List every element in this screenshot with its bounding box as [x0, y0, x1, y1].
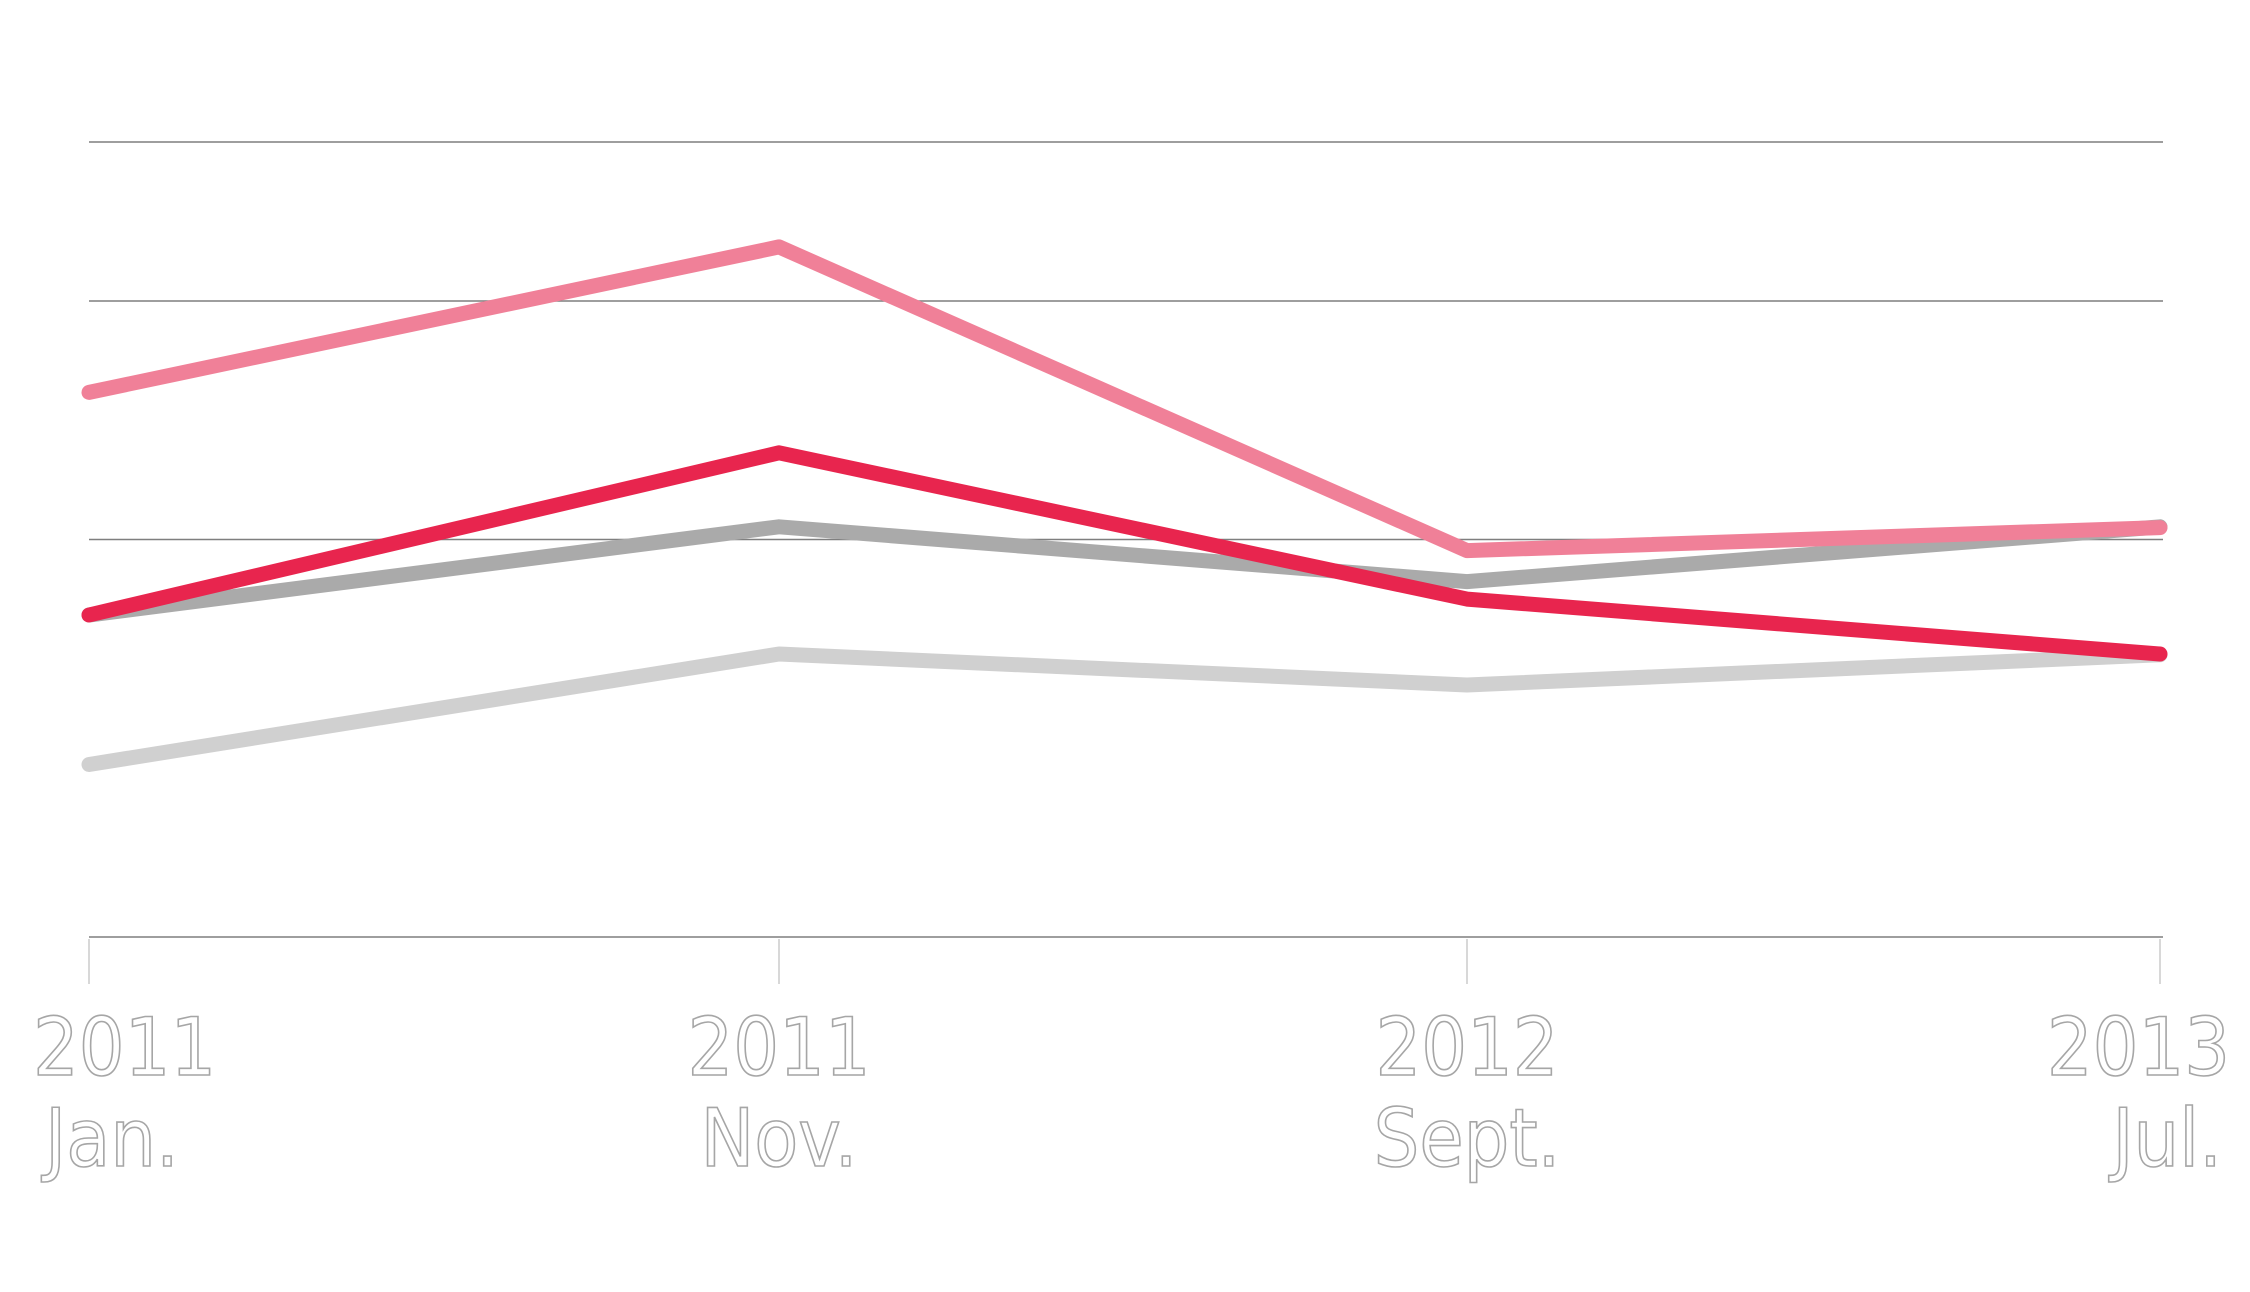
x-tick-label-month-0: Jan.	[41, 1092, 179, 1185]
x-tick-label-year-1: 2011	[687, 1001, 870, 1094]
series-lines	[81, 239, 2168, 772]
series-line-3	[81, 519, 2168, 623]
series-line-1	[81, 239, 2168, 559]
x-tick-label-month-2: Sept.	[1374, 1092, 1561, 1185]
x-tick-marks	[88, 939, 2161, 984]
x-tick-label-month-3: Jul.	[2108, 1092, 2222, 1185]
series-line-4	[81, 646, 2168, 772]
x-tick-label-year-3: 2013	[2047, 1001, 2230, 1094]
series-line-2	[81, 445, 2168, 662]
x-tick-label-year-2: 2012	[1375, 1001, 1558, 1094]
x-tick-label-year-0: 2011	[33, 1001, 216, 1094]
x-tick-label-month-1: Nov.	[700, 1092, 857, 1185]
